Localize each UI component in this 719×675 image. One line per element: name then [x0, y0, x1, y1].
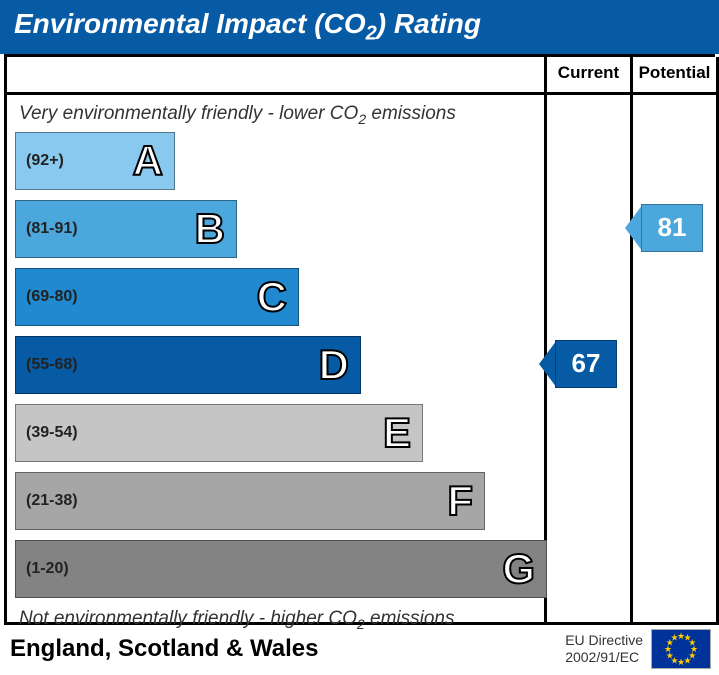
- top-caption: Very environmentally friendly - lower CO…: [19, 103, 538, 127]
- bands-cell: Very environmentally friendly - lower CO…: [7, 95, 547, 625]
- band-range: (21-38): [26, 492, 78, 510]
- bands-container: (92+) A (81-91) B (69-80) C (55-68) D (39-54) E (2…: [15, 132, 538, 598]
- eu-stars: ★★★★★★★★★★★★: [665, 633, 697, 665]
- band-row-g: (1-20) G: [15, 540, 538, 598]
- arrow-value: 67: [555, 340, 617, 388]
- band-row-b: (81-91) B: [15, 200, 538, 258]
- title-text: Environmental Impact (CO: [14, 8, 366, 39]
- arrow-value: 81: [641, 204, 703, 252]
- band-row-e: (39-54) E: [15, 404, 538, 462]
- band-bar: (21-38) F: [15, 472, 485, 530]
- band-bar: (81-91) B: [15, 200, 237, 258]
- directive-line2: 2002/91/EC: [565, 649, 643, 666]
- band-letter: B: [195, 205, 226, 253]
- band-range: (81-91): [26, 220, 78, 238]
- directive-text: EU Directive 2002/91/EC: [565, 632, 643, 666]
- bottom-caption-post: emissions: [365, 608, 455, 629]
- bottom-caption-sub: 2: [357, 616, 365, 632]
- eu-flag-icon: ★★★★★★★★★★★★: [651, 629, 711, 669]
- directive-line1: EU Directive: [565, 632, 643, 649]
- footer-right: EU Directive 2002/91/EC ★★★★★★★★★★★★: [565, 629, 711, 669]
- bottom-caption: Not environmentally friendly - higher CO…: [19, 608, 538, 632]
- band-bar: (92+) A: [15, 132, 175, 190]
- band-letter: C: [257, 273, 288, 321]
- top-caption-sub: 2: [358, 110, 366, 126]
- header-current: Current: [547, 57, 633, 95]
- band-bar: (69-80) C: [15, 268, 299, 326]
- band-letter: A: [133, 137, 164, 185]
- rating-grid: Current Potential Very environmentally f…: [4, 54, 715, 625]
- band-letter: D: [319, 341, 350, 389]
- star-icon: ★: [671, 632, 679, 643]
- bottom-caption-pre: Not environmentally friendly - higher CO: [19, 608, 357, 629]
- header-potential: Potential: [633, 57, 719, 95]
- title-suffix: ) Rating: [377, 8, 481, 39]
- top-caption-pre: Very environmentally friendly - lower CO: [19, 103, 358, 124]
- current-marker: 67: [555, 340, 621, 388]
- epc-rating-card: Environmental Impact (CO2) Rating Curren…: [0, 0, 719, 675]
- current-cell: 67: [547, 95, 633, 625]
- band-letter: G: [502, 545, 536, 593]
- potential-marker: 81: [641, 204, 707, 252]
- potential-cell: 81: [633, 95, 719, 625]
- header-spacer: [7, 57, 547, 95]
- band-row-f: (21-38) F: [15, 472, 538, 530]
- band-range: (39-54): [26, 424, 78, 442]
- band-range: (1-20): [26, 560, 69, 578]
- band-bar: (1-20) G: [15, 540, 547, 598]
- band-letter: E: [383, 409, 412, 457]
- band-letter: F: [447, 477, 474, 525]
- band-range: (55-68): [26, 356, 78, 374]
- band-row-d: (55-68) D: [15, 336, 538, 394]
- band-bar: (55-68) D: [15, 336, 361, 394]
- band-row-c: (69-80) C: [15, 268, 538, 326]
- footer-region: England, Scotland & Wales: [10, 635, 318, 663]
- top-caption-post: emissions: [366, 103, 456, 124]
- band-row-a: (92+) A: [15, 132, 538, 190]
- title-bar: Environmental Impact (CO2) Rating: [0, 0, 719, 54]
- title-subscript: 2: [366, 23, 377, 45]
- band-range: (92+): [26, 152, 64, 170]
- band-range: (69-80): [26, 288, 78, 306]
- band-bar: (39-54) E: [15, 404, 423, 462]
